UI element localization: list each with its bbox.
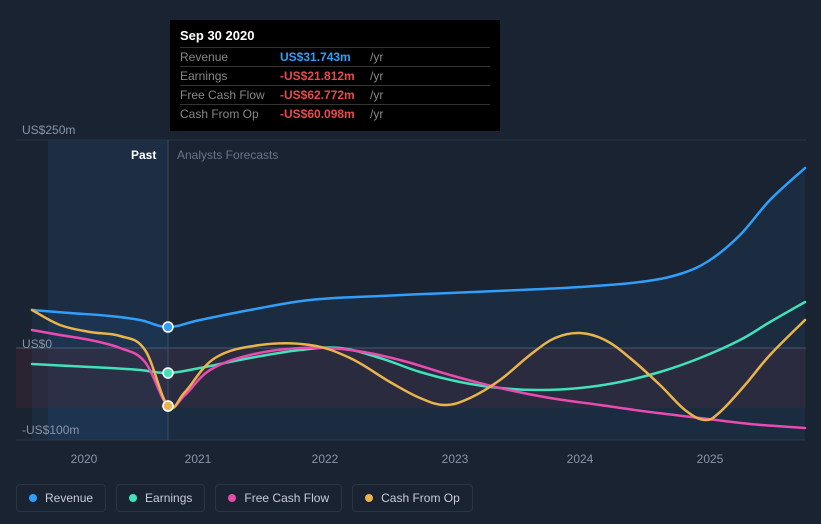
x-axis-label: 2022 xyxy=(312,452,339,466)
x-axis-label: 2020 xyxy=(71,452,98,466)
x-axis-label: 2025 xyxy=(697,452,724,466)
tooltip-row: RevenueUS$31.743m/yr xyxy=(180,47,490,66)
legend-dot-icon xyxy=(29,494,37,502)
legend-label: Free Cash Flow xyxy=(244,491,329,505)
legend-item-cash-from-op[interactable]: Cash From Op xyxy=(352,484,473,512)
tooltip-row-label: Cash From Op xyxy=(180,107,280,121)
tooltip-date: Sep 30 2020 xyxy=(180,28,490,43)
chart-legend: Revenue Earnings Free Cash Flow Cash From O… xyxy=(16,484,473,512)
forecast-section-label: Analysts Forecasts xyxy=(177,148,278,162)
tooltip-row: Earnings-US$21.812m/yr xyxy=(180,66,490,85)
tooltip-row-value: -US$60.098m xyxy=(280,107,370,121)
tooltip-row-unit: /yr xyxy=(370,69,383,83)
tooltip-row-unit: /yr xyxy=(370,107,383,121)
tooltip-row-label: Revenue xyxy=(180,50,280,64)
legend-dot-icon xyxy=(228,494,236,502)
financial-chart: Sep 30 2020 RevenueUS$31.743m/yrEarnings… xyxy=(0,0,821,524)
y-axis-label: -US$100m xyxy=(22,423,79,437)
past-section-label: Past xyxy=(131,148,156,162)
legend-item-earnings[interactable]: Earnings xyxy=(116,484,205,512)
y-axis-label: US$250m xyxy=(22,123,75,137)
legend-dot-icon xyxy=(365,494,373,502)
tooltip-row-unit: /yr xyxy=(370,88,383,102)
tooltip-row-value: -US$62.772m xyxy=(280,88,370,102)
tooltip-row-value: -US$21.812m xyxy=(280,69,370,83)
x-axis-label: 2023 xyxy=(442,452,469,466)
x-axis-label: 2021 xyxy=(185,452,212,466)
legend-label: Revenue xyxy=(45,491,93,505)
tooltip-row: Cash From Op-US$60.098m/yr xyxy=(180,104,490,123)
tooltip-row-unit: /yr xyxy=(370,50,383,64)
legend-dot-icon xyxy=(129,494,137,502)
tooltip-row-value: US$31.743m xyxy=(280,50,370,64)
tooltip-row-label: Free Cash Flow xyxy=(180,88,280,102)
legend-item-free-cash-flow[interactable]: Free Cash Flow xyxy=(215,484,342,512)
y-axis-label: US$0 xyxy=(22,337,52,351)
legend-label: Earnings xyxy=(145,491,192,505)
data-tooltip: Sep 30 2020 RevenueUS$31.743m/yrEarnings… xyxy=(170,20,500,131)
tooltip-row-label: Earnings xyxy=(180,69,280,83)
tooltip-row: Free Cash Flow-US$62.772m/yr xyxy=(180,85,490,104)
legend-item-revenue[interactable]: Revenue xyxy=(16,484,106,512)
legend-label: Cash From Op xyxy=(381,491,460,505)
x-axis-label: 2024 xyxy=(567,452,594,466)
